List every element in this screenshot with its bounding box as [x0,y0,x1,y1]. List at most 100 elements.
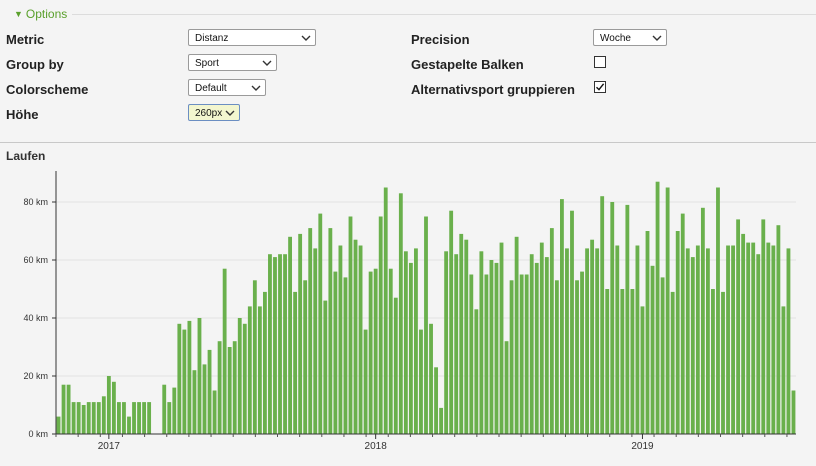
bar [363,329,368,434]
bar [368,271,373,434]
bar [298,233,303,434]
bar [786,248,791,434]
bar [147,402,152,434]
bar [705,248,710,434]
bar [222,268,227,434]
bar [741,233,746,434]
options-divider [72,14,816,15]
bar [162,384,167,434]
bar [489,260,494,434]
bar [635,245,640,434]
bar [212,390,217,434]
bar [137,402,141,434]
bar [393,297,398,434]
bar [217,341,222,434]
precision-label: Precision [411,32,470,47]
bar [620,289,625,434]
check-icon [596,83,605,91]
bar [424,216,428,434]
bar [479,251,484,434]
group-by-select-value: Sport [195,58,219,69]
bar [122,402,126,434]
bar [313,248,318,434]
bar [670,291,675,434]
section-divider [0,142,816,143]
hoehe-select[interactable]: 260px [188,104,240,121]
bar [388,268,393,434]
precision-select[interactable]: Woche [593,29,667,46]
bar [71,402,76,434]
bar [680,213,685,434]
alternativ-label: Alternativsport gruppieren [411,82,575,97]
bar [202,364,207,434]
bar [640,306,645,434]
bar [585,248,590,434]
bar [383,187,388,434]
bar [348,216,353,434]
bar-chart: 0 km 20 km 40 km 60 km 80 km 2017 2018 2019 [23,171,796,452]
bar [187,320,192,434]
bar [444,251,449,434]
metric-select[interactable]: Distanz [188,29,316,46]
group-by-select[interactable]: Sport [188,54,277,71]
bar [257,306,262,434]
metric-label: Metric [6,32,45,47]
bar [328,228,333,434]
group-by-label: Group by [6,57,64,72]
alternativ-checkbox[interactable] [594,81,606,93]
bar [242,323,247,434]
bar [177,323,182,434]
bar [303,280,308,434]
bar [278,254,282,434]
bar [338,245,343,434]
chart-title: Laufen [6,149,46,163]
bar [227,347,232,434]
bar [534,262,539,434]
bar [237,318,242,434]
bar [751,242,756,434]
bar [711,289,715,434]
bar [252,280,257,434]
x-tick-label: 2019 [631,441,654,452]
y-tick-label: 60 km [23,255,48,265]
options-toggle[interactable]: ▼ Options [14,7,67,21]
bar [86,402,91,434]
x-tick-label: 2018 [365,441,388,452]
bar [655,181,660,434]
colorscheme-select[interactable]: Default [188,79,266,96]
colorscheme-label: Colorscheme [6,82,89,97]
y-tick-label: 80 km [23,197,48,207]
bar [459,233,464,434]
bar [66,384,71,434]
bar [247,306,252,434]
bar [590,239,595,434]
gestapelte-checkbox[interactable] [594,56,606,68]
bar [207,349,212,434]
bar [343,277,348,434]
bar [721,291,725,434]
bar [565,248,569,434]
bar [514,236,519,434]
bar [439,407,444,434]
bar [434,367,438,434]
bar [675,231,680,434]
bar [358,245,363,434]
bar [142,402,147,434]
bar [524,274,529,434]
bar [494,262,499,434]
bar [570,210,574,434]
bar [132,402,136,434]
precision-select-value: Woche [600,33,631,44]
bar [539,242,544,434]
bar [262,291,267,434]
bar [232,341,237,434]
bar [293,291,298,434]
bar [665,187,670,434]
bar [549,228,554,434]
chevron-down-icon [262,55,272,66]
bar [449,210,454,434]
bar [554,280,559,434]
bar [333,271,338,434]
bar [81,405,86,434]
bar [519,274,524,434]
